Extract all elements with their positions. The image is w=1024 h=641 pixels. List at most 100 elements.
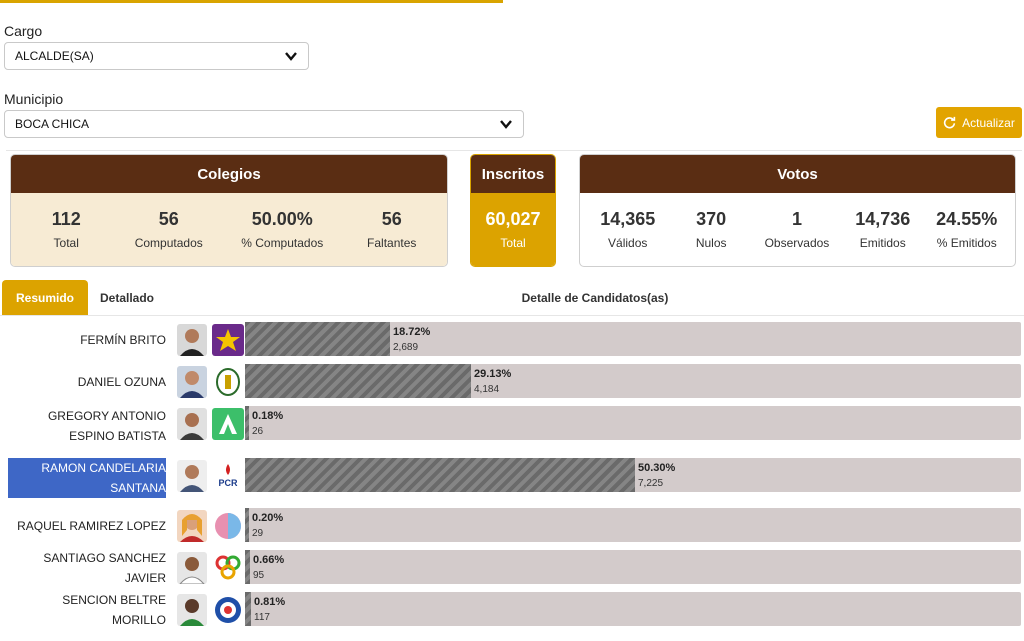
candidate-name-text: FERMÍN BRITO [80, 333, 166, 347]
stat-label: % Emitidos [936, 236, 997, 250]
vote-percentage: 0.81% [254, 596, 286, 608]
stat-label: Nulos [695, 236, 727, 250]
vote-count: 117 [254, 612, 270, 623]
votos-nulos: 370 Nulos [681, 209, 741, 250]
chevron-down-icon [285, 52, 297, 61]
candidate-row: RAQUEL RAMIREZ LOPEZ 0.20% 29 [0, 508, 1024, 544]
candidate-photo [177, 594, 207, 626]
vote-bar-track [245, 550, 1021, 584]
stat-value: 370 [696, 209, 727, 229]
stat-label: Total [500, 236, 526, 250]
votos-emitidos: 14,736 Emitidos [853, 209, 913, 250]
candidate-name: SENCION BELTRE MORILLO [8, 592, 166, 628]
stat-value: 1 [791, 209, 802, 229]
colegios-faltantes: 56 Faltantes [362, 209, 422, 250]
tab-resumido[interactable]: Resumido [2, 280, 88, 315]
vote-percentage: 0.18% [252, 410, 284, 422]
colored-rings-logo [212, 552, 244, 584]
votos-observados: 1 Observados [765, 209, 830, 250]
top-accent-line [0, 0, 503, 3]
green-a-logo [212, 408, 244, 440]
vote-percentage: 18.72% [393, 326, 431, 338]
svg-text:PCR: PCR [218, 478, 238, 488]
stat-value: 56 [381, 209, 402, 229]
stat-label: Total [53, 236, 79, 250]
votos-title: Votos [580, 155, 1015, 193]
vote-bar-fill [245, 322, 390, 356]
vote-bar-fill [245, 458, 635, 492]
vote-bar-track [245, 322, 1021, 356]
cargo-select[interactable]: ALCALDE(SA) [4, 42, 309, 70]
stat-value: 14,736 [855, 209, 911, 229]
refresh-icon [944, 116, 956, 129]
municipio-select-value: BOCA CHICA [15, 117, 90, 131]
candidate-row: DANIEL OZUNA 29.13% 4,184 [0, 364, 1024, 400]
stat-value: 56 [158, 209, 179, 229]
colegios-card: Colegios 112 Total 56 Computados 50.00% … [10, 154, 448, 267]
pcr-logo: PCR [212, 460, 244, 492]
candidate-photo [177, 366, 207, 398]
vote-bar-fill [245, 508, 249, 542]
refresh-button[interactable]: Actualizar [936, 107, 1022, 138]
stat-label: Observados [764, 236, 830, 250]
vote-count: 4,184 [474, 384, 500, 395]
vote-percentage: 0.20% [252, 512, 284, 524]
stat-label: Válidos [608, 236, 648, 250]
divider [6, 150, 1022, 151]
vote-bar-fill [245, 406, 249, 440]
stat-value: 112 [51, 209, 81, 229]
results-tabs: Resumido Detallado Detalle de Candidatos… [0, 280, 1024, 316]
candidate-photo [177, 324, 207, 356]
vote-count: 2,689 [393, 342, 419, 353]
candidate-row: FERMÍN BRITO 18.72% 2,689 [0, 322, 1024, 358]
vote-bar-track [245, 592, 1021, 626]
vote-bar-fill [245, 550, 250, 584]
blue-seal-logo [212, 594, 244, 626]
colegios-title: Colegios [11, 155, 447, 193]
vote-bar-fill [245, 592, 251, 626]
candidates-section-title: Detalle de Candidatos(as) [521, 290, 669, 305]
candidate-name: RAQUEL RAMIREZ LOPEZ [8, 508, 166, 544]
stat-value: 60,027 [485, 209, 541, 229]
candidate-name-text: RAMON CANDELARIA SANTANA [8, 458, 166, 498]
stat-label: Emitidos [859, 236, 906, 250]
votos-card: Votos 14,365 Válidos 370 Nulos 1 Observa… [579, 154, 1016, 267]
vote-count: 26 [252, 426, 264, 437]
candidate-name-text: SENCION BELTRE MORILLO [62, 593, 166, 627]
votos-pct-emitidos: 24.55% % Emitidos [936, 209, 997, 250]
vote-percentage: 50.30% [638, 462, 676, 474]
vote-percentage: 29.13% [474, 368, 512, 380]
vote-bar-fill [245, 364, 471, 398]
vote-bar-track [245, 508, 1021, 542]
refresh-button-label: Actualizar [962, 115, 1015, 130]
inscritos-title: Inscritos [471, 155, 555, 193]
vote-bar-track [245, 458, 1021, 492]
stat-value: 14,365 [600, 209, 656, 229]
candidate-row: RAMON CANDELARIA SANTANA PCR 50.30% 7,22… [0, 458, 1024, 498]
municipio-label: Municipio [4, 91, 64, 107]
colegios-pct-computados: 50.00% % Computados [241, 209, 323, 250]
candidate-name: DANIEL OZUNA [8, 364, 166, 400]
candidate-name: GREGORY ANTONIO ESPINO BATISTA [8, 406, 166, 446]
candidate-row: SENCION BELTRE MORILLO 0.81% 117 [0, 592, 1024, 628]
inscritos-total: 60,027 Total [483, 209, 543, 250]
candidate-name: FERMÍN BRITO [8, 322, 166, 358]
vote-count: 95 [253, 570, 265, 581]
chevron-down-icon [500, 120, 512, 129]
municipio-select[interactable]: BOCA CHICA [4, 110, 524, 138]
vote-bar-track [245, 364, 1021, 398]
inscritos-card: Inscritos 60,027 Total [470, 154, 556, 267]
candidate-name-text: GREGORY ANTONIO ESPINO BATISTA [47, 409, 166, 443]
candidate-row: SANTIAGO SANCHEZ JAVIER 0.66% 95 [0, 550, 1024, 586]
colegios-total: 112 Total [36, 209, 96, 250]
candidate-name-text: SANTIAGO SANCHEZ JAVIER [43, 551, 166, 585]
candidate-photo [177, 510, 207, 542]
dominican-seal-logo [212, 366, 244, 398]
purple-star-logo [212, 324, 244, 356]
candidate-photo [177, 552, 207, 584]
votos-validos: 14,365 Válidos [598, 209, 658, 250]
candidate-photo [177, 460, 207, 492]
candidate-name-text: DANIEL OZUNA [77, 375, 166, 389]
stat-label: Faltantes [367, 236, 417, 250]
tab-detallado[interactable]: Detallado [99, 290, 154, 305]
